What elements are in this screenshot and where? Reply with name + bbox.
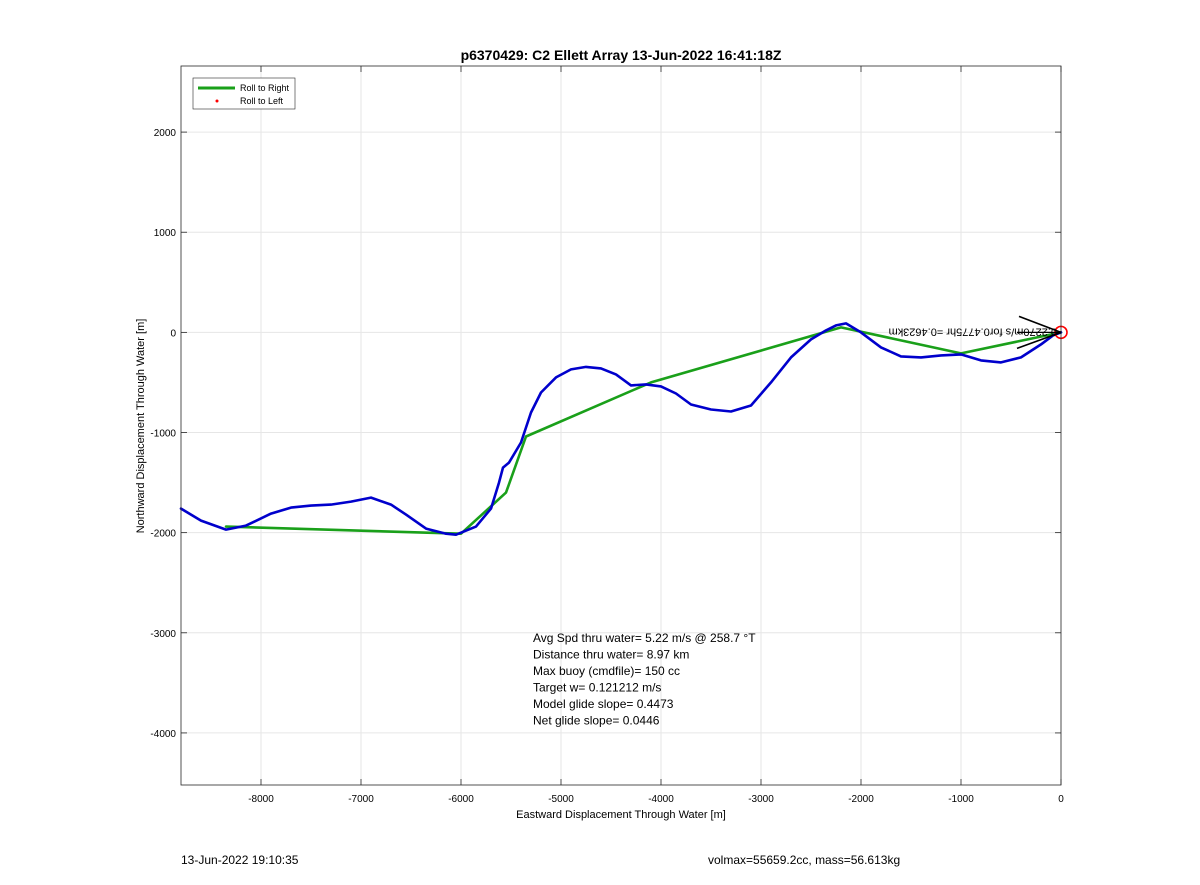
x-tick-label: -5000 bbox=[548, 794, 574, 805]
y-tick-label: -2000 bbox=[150, 529, 176, 540]
arrow-barb-lower bbox=[1016, 331, 1062, 350]
y-axis-label: Northward Displacement Through Water [m] bbox=[135, 319, 147, 534]
y-tick-label: 0 bbox=[170, 328, 176, 339]
arrow-barb-upper bbox=[1018, 315, 1062, 334]
chart-title: p6370429: C2 Ellett Array 13-Jun-2022 16… bbox=[461, 47, 782, 63]
x-tick-label: -8000 bbox=[248, 794, 274, 805]
annotation-line: Target w= 0.121212 m/s bbox=[533, 681, 661, 695]
legend-box bbox=[192, 77, 296, 110]
annotation-line: Net glide slope= 0.0446 bbox=[533, 714, 660, 728]
footer-timestamp: 13-Jun-2022 19:10:35 bbox=[181, 853, 299, 867]
y-tick-label: 1000 bbox=[154, 228, 177, 239]
x-tick-label: -7000 bbox=[348, 794, 374, 805]
y-tick-label: -4000 bbox=[150, 729, 176, 740]
x-tick-label: -4000 bbox=[648, 794, 674, 805]
x-tick-label: 0 bbox=[1058, 794, 1064, 805]
x-tick-label: -3000 bbox=[748, 794, 774, 805]
annotation-line: Distance thru water= 8.97 km bbox=[533, 648, 689, 662]
stats-annotation: Avg Spd thru water= 5.22 m/s @ 258.7 °T D… bbox=[533, 631, 756, 728]
roll-right-path bbox=[224, 326, 1063, 536]
x-tick-label: -1000 bbox=[948, 794, 974, 805]
arrow-label: 0.2270m/s for0.4775hr =0.4623km bbox=[889, 325, 1057, 337]
legend: Roll to Right Roll to Left bbox=[192, 77, 296, 110]
annotation-line: Avg Spd thru water= 5.22 m/s @ 258.7 °T bbox=[533, 631, 756, 645]
y-tick-label: -3000 bbox=[150, 629, 176, 640]
x-axis-label: Eastward Displacement Through Water [m] bbox=[516, 809, 726, 821]
legend-label-roll-left: Roll to Left bbox=[240, 96, 284, 106]
y-tick-label: 2000 bbox=[154, 128, 177, 139]
x-tick-label: -2000 bbox=[848, 794, 874, 805]
glider-track bbox=[179, 322, 1063, 537]
legend-swatch-roll-left bbox=[215, 99, 219, 103]
legend-label-roll-right: Roll to Right bbox=[240, 83, 290, 93]
plot-frame bbox=[180, 65, 1062, 786]
heading-arrow: 0.2270m/s for0.4775hr =0.4623km bbox=[889, 315, 1062, 350]
annotation-line: Model glide slope= 0.4473 bbox=[533, 697, 674, 711]
x-tick-label: -6000 bbox=[448, 794, 474, 805]
y-tick-label: -1000 bbox=[150, 429, 176, 440]
annotation-line: Max buoy (cmdfile)= 150 cc bbox=[533, 664, 680, 678]
footer-volmax-mass: volmax=55659.2cc, mass=56.613kg bbox=[708, 853, 901, 867]
plot-area bbox=[181, 66, 1061, 785]
ticks: -8000 -7000 -6000 -5000 -4000 -3000 -2000 -1000… bbox=[150, 66, 1064, 805]
